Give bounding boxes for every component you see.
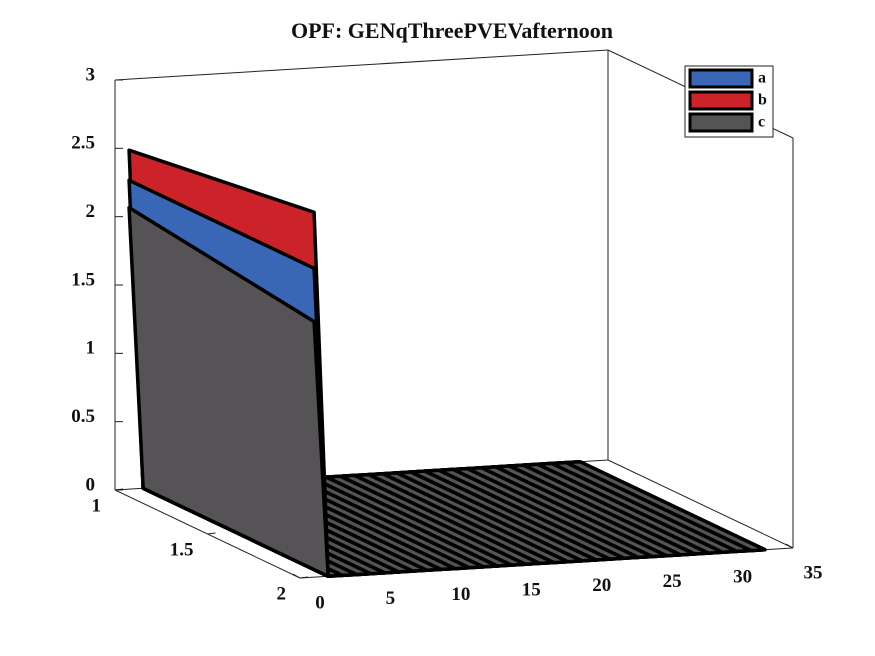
x-tick bbox=[292, 573, 301, 579]
legend-label: c bbox=[758, 114, 765, 131]
x-tick-label: 15 bbox=[522, 580, 541, 601]
x-tick-label: 10 bbox=[451, 584, 470, 605]
z-tick-label: 2.5 bbox=[71, 133, 95, 154]
z-tick-label: 0.5 bbox=[71, 406, 95, 427]
x-tick-label: 20 bbox=[592, 575, 611, 596]
x-tick-label: 0 bbox=[315, 592, 325, 613]
y-tick bbox=[299, 576, 309, 579]
y-tick-label: 1.5 bbox=[170, 539, 194, 560]
legend-label: b bbox=[758, 92, 767, 109]
surface-cell bbox=[127, 205, 330, 579]
y-tick bbox=[114, 488, 124, 491]
z-tick-label: 1.5 bbox=[71, 269, 95, 290]
x-tick-label: 35 bbox=[804, 562, 823, 583]
x-tick bbox=[785, 543, 794, 549]
z-tick-label: 2 bbox=[86, 201, 96, 222]
x-tick-label: 30 bbox=[733, 567, 752, 588]
z-tick-label: 0 bbox=[86, 474, 96, 495]
y-tick-label: 1 bbox=[92, 495, 102, 516]
axis-box bbox=[114, 49, 609, 81]
legend-swatch bbox=[688, 90, 754, 111]
x-tick-label: 5 bbox=[386, 588, 396, 609]
y-tick bbox=[207, 532, 216, 535]
y-tick-label: 2 bbox=[277, 583, 287, 604]
legend-label: a bbox=[758, 70, 766, 87]
chart-title: OPF: GENqThreePVEVafternoon bbox=[291, 18, 613, 43]
x-tick-label: 25 bbox=[663, 571, 682, 592]
z-tick-label: 1 bbox=[86, 338, 96, 359]
legend-swatch bbox=[688, 68, 754, 89]
z-tick-label: 3 bbox=[86, 64, 96, 85]
axis-box bbox=[607, 459, 794, 549]
legend-swatch bbox=[688, 112, 754, 133]
